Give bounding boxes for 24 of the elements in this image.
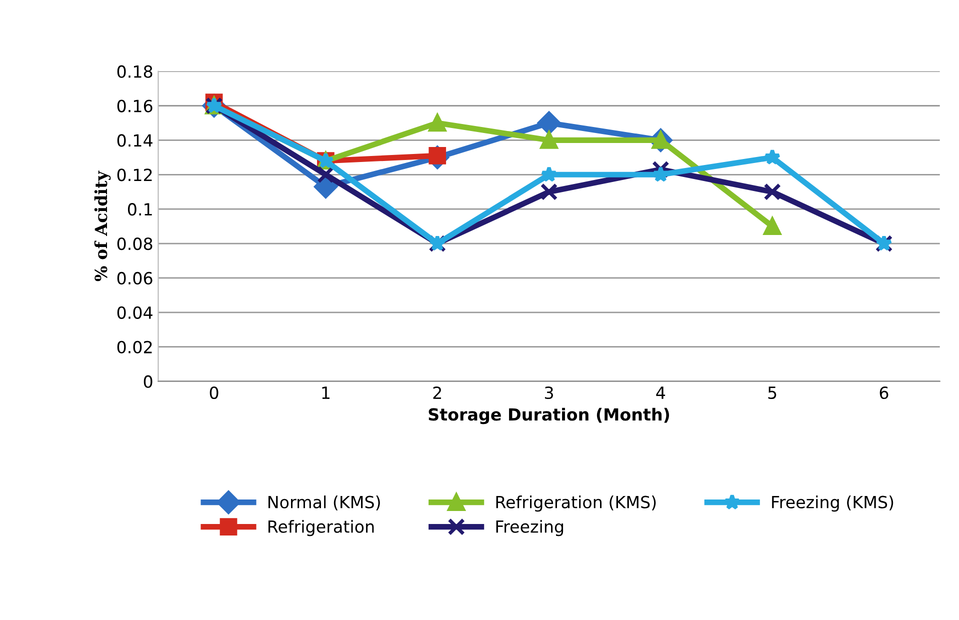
legend-label: Freezing bbox=[496, 520, 564, 536]
legend-label: Refrigeration bbox=[268, 520, 374, 536]
y-tick-label: 0.08 bbox=[117, 237, 152, 250]
x-tick-label: 3 bbox=[544, 386, 553, 400]
y-tick-label: 0 bbox=[144, 375, 152, 388]
y-axis-title: % of Acidity bbox=[94, 170, 111, 282]
y-tick-label: 0.14 bbox=[117, 134, 152, 147]
y-tick-label: 0.16 bbox=[117, 100, 152, 112]
x-tick-label: 1 bbox=[322, 386, 330, 399]
x-tick-label: 4 bbox=[656, 386, 666, 399]
y-tick-label: 0.12 bbox=[117, 168, 152, 182]
x-tick-label: 0 bbox=[210, 386, 218, 400]
legend-label: Normal (KMS) bbox=[268, 496, 380, 510]
x-tick-label: 5 bbox=[768, 386, 776, 400]
x-axis-title: Storage Duration (Month) bbox=[428, 408, 670, 424]
x-tick-label: 6 bbox=[880, 386, 888, 400]
y-tick-label: 0.04 bbox=[117, 306, 152, 319]
legend-label: Refrigeration (KMS) bbox=[496, 496, 656, 512]
legend-label: Freezing (KMS) bbox=[772, 496, 894, 512]
y-tick-label: 0.1 bbox=[128, 203, 152, 216]
y-tick-label: 0.02 bbox=[117, 340, 152, 354]
x-tick-label: 2 bbox=[433, 386, 442, 399]
y-tick-label: 0.06 bbox=[117, 272, 152, 285]
y-tick-label: 0.18 bbox=[117, 65, 152, 78]
